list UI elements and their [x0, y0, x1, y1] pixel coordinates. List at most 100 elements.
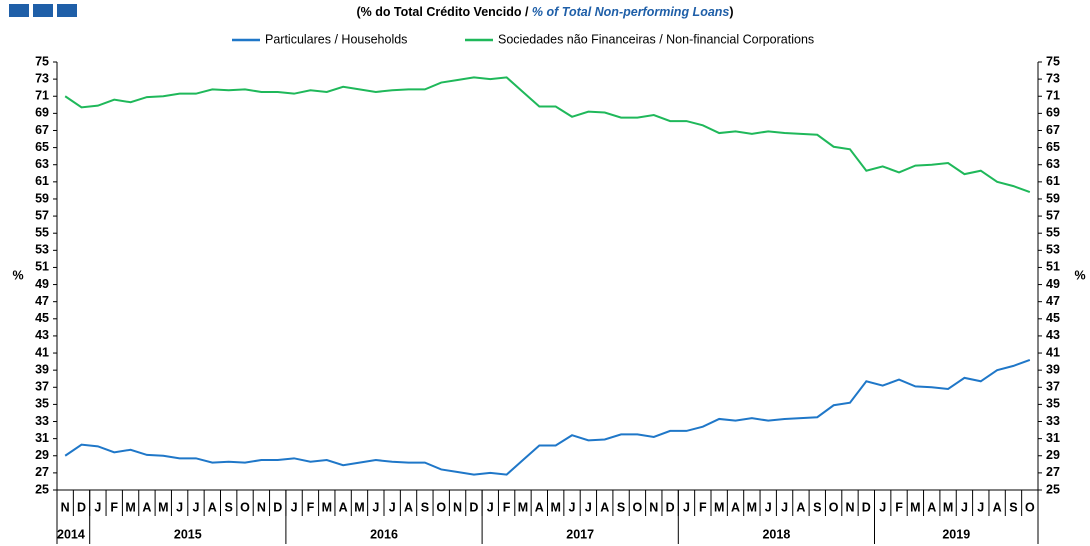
x-tick-label: N	[257, 500, 266, 514]
y-tick-label: 51	[35, 260, 49, 274]
x-tick-label: J	[683, 500, 690, 514]
x-tick-label: O	[1025, 500, 1035, 514]
chart-title: (% do Total Crédito Vencido / % of Total…	[356, 5, 733, 19]
x-tick-label: D	[77, 500, 86, 514]
x-tick-label: A	[927, 500, 936, 514]
x-tick-label: A	[142, 500, 151, 514]
series-line	[64, 76, 1031, 194]
x-tick-label: J	[879, 500, 886, 514]
x-tick-label: S	[225, 500, 233, 514]
x-tick-label: A	[339, 500, 348, 514]
y2-tick-label: 63	[1046, 157, 1060, 171]
y-axis-label: %	[12, 268, 23, 282]
y-tick-label: 27	[35, 465, 49, 479]
x-tick-label: J	[372, 500, 379, 514]
x-tick-label: A	[208, 500, 217, 514]
x-tick-label: M	[518, 500, 528, 514]
y2-tick-label: 29	[1046, 448, 1060, 462]
y-tick-label: 33	[35, 414, 49, 428]
title-pt: (% do Total Crédito Vencido /	[356, 5, 531, 19]
x-tick-label: S	[617, 500, 625, 514]
y-tick-label: 65	[35, 140, 49, 154]
x-tick-label: F	[503, 500, 511, 514]
year-label: 2015	[174, 527, 202, 541]
y-tick-label: 63	[35, 157, 49, 171]
y2-tick-label: 67	[1046, 123, 1060, 137]
x-tick-label: M	[550, 500, 560, 514]
x-tick-label: F	[895, 500, 903, 514]
year-label: 2019	[942, 527, 970, 541]
x-tick-label: N	[649, 500, 658, 514]
y2-tick-label: 33	[1046, 414, 1060, 428]
logo-block	[9, 4, 29, 17]
y-tick-label: 49	[35, 277, 49, 291]
title-end: )	[729, 5, 733, 19]
x-tick-label: F	[110, 500, 118, 514]
y-tick-label: 67	[35, 123, 49, 137]
y2-tick-label: 41	[1046, 345, 1060, 359]
y-tick-label: 41	[35, 345, 49, 359]
x-tick-label: J	[192, 500, 199, 514]
x-tick-label: J	[389, 500, 396, 514]
y-tick-label: 31	[35, 431, 49, 445]
y-tick-label: 73	[35, 71, 49, 85]
y-tick-label: 71	[35, 89, 49, 103]
y-tick-label: 25	[35, 482, 49, 496]
y2-tick-label: 37	[1046, 380, 1060, 394]
x-tick-label: J	[585, 500, 592, 514]
logo-block	[57, 4, 77, 17]
x-tick-label: N	[453, 500, 462, 514]
x-tick-label: S	[421, 500, 429, 514]
x-tick-label: M	[910, 500, 920, 514]
y2-tick-label: 51	[1046, 260, 1060, 274]
y2-axis-label: %	[1074, 268, 1085, 282]
x-tick-label: J	[977, 500, 984, 514]
legend-label: Sociedades não Financeiras / Non-financi…	[498, 32, 814, 46]
x-tick-label: M	[943, 500, 953, 514]
y2-tick-label: 57	[1046, 208, 1060, 222]
x-tick-label: M	[354, 500, 364, 514]
y-tick-label: 29	[35, 448, 49, 462]
x-tick-label: J	[94, 500, 101, 514]
y-tick-label: 61	[35, 174, 49, 188]
y-tick-label: 53	[35, 243, 49, 257]
y2-tick-label: 47	[1046, 294, 1060, 308]
x-tick-label: D	[469, 500, 478, 514]
y-tick-label: 43	[35, 328, 49, 342]
y-tick-label: 37	[35, 380, 49, 394]
y-tick-label: 45	[35, 311, 49, 325]
y2-tick-label: 71	[1046, 89, 1060, 103]
y2-tick-label: 27	[1046, 465, 1060, 479]
x-tick-label: M	[322, 500, 332, 514]
x-tick-label: F	[307, 500, 315, 514]
y-tick-label: 59	[35, 191, 49, 205]
year-label: 2014	[57, 527, 85, 541]
y2-tick-label: 43	[1046, 328, 1060, 342]
x-tick-label: N	[845, 500, 854, 514]
x-tick-label: A	[993, 500, 1002, 514]
x-tick-label: M	[158, 500, 168, 514]
x-tick-label: J	[765, 500, 772, 514]
x-tick-label: S	[1009, 500, 1017, 514]
y2-tick-label: 39	[1046, 362, 1060, 376]
x-tick-label: M	[714, 500, 724, 514]
x-tick-label: A	[796, 500, 805, 514]
y2-tick-label: 61	[1046, 174, 1060, 188]
x-tick-label: O	[633, 500, 643, 514]
x-tick-label: D	[862, 500, 871, 514]
y2-tick-label: 73	[1046, 71, 1060, 85]
y2-tick-label: 25	[1046, 482, 1060, 496]
year-label: 2017	[566, 527, 594, 541]
x-tick-label: O	[436, 500, 446, 514]
year-label: 2016	[370, 527, 398, 541]
y2-tick-label: 65	[1046, 140, 1060, 154]
x-tick-label: D	[273, 500, 282, 514]
y-tick-label: 55	[35, 225, 49, 239]
x-tick-label: A	[404, 500, 413, 514]
logo-block	[33, 4, 53, 17]
x-tick-label: O	[829, 500, 839, 514]
x-tick-label: J	[487, 500, 494, 514]
series-line	[64, 358, 1031, 476]
y2-tick-label: 53	[1046, 243, 1060, 257]
y-tick-label: 57	[35, 208, 49, 222]
